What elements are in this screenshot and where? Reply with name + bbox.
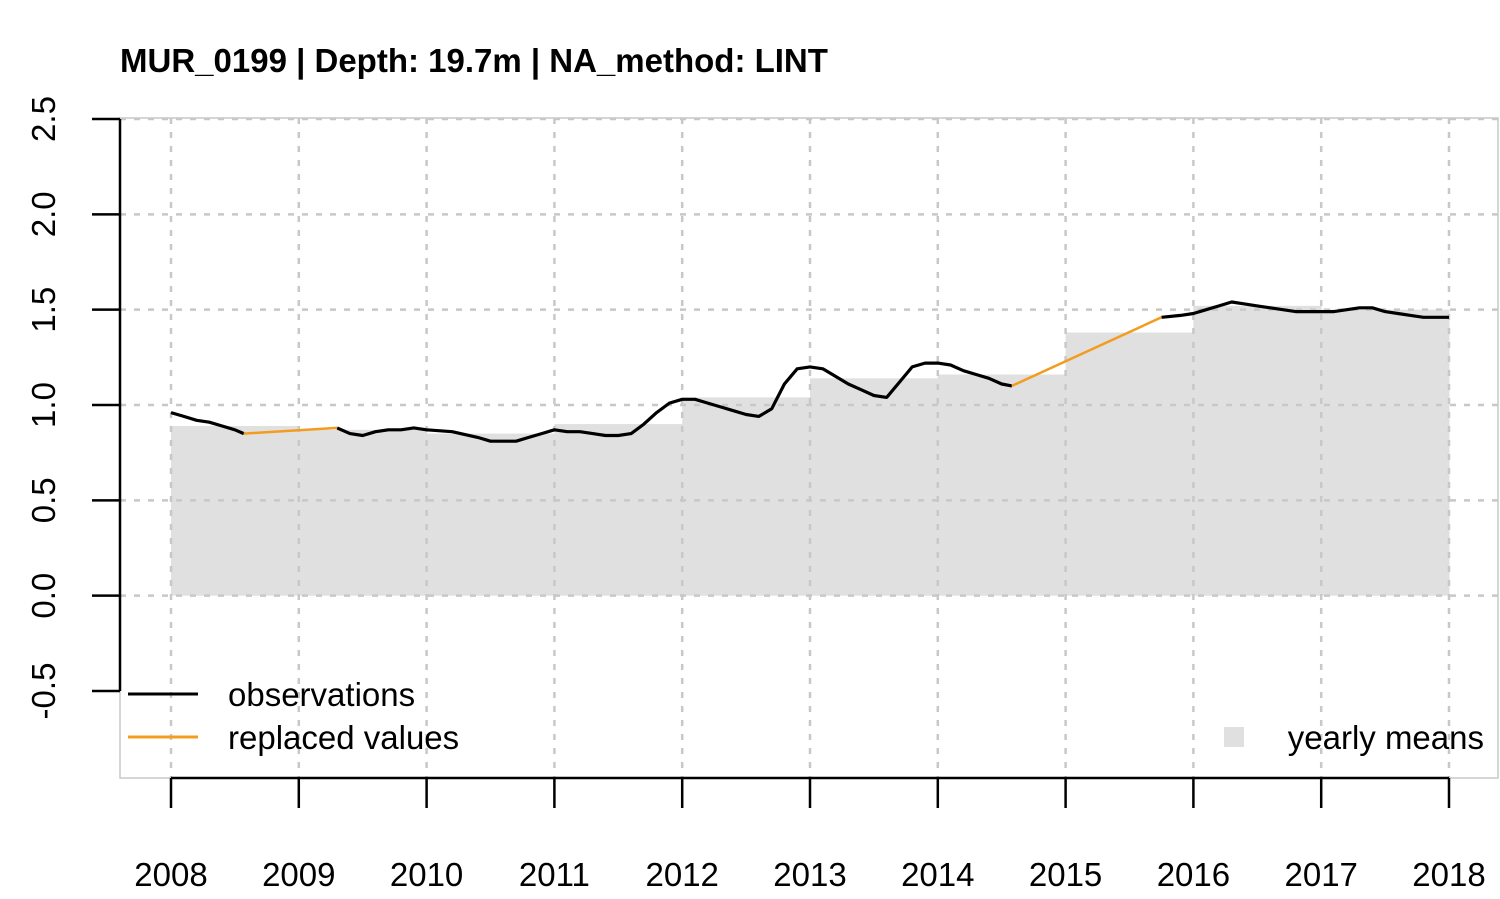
x-tick-label: 2011: [519, 856, 590, 893]
y-tick-label: 1.5: [25, 287, 62, 333]
series-lines: [170, 300, 1449, 443]
axes: -0.5 0.0 0.5 1.0 1.5 2.0 2.5 2008 2009 2010 2011 20…: [25, 96, 1499, 893]
yearly-mean-bar: [171, 425, 300, 596]
yearly-mean-bar: [1321, 309, 1450, 596]
yearly-mean-bar: [554, 424, 683, 596]
series-line: [1161, 300, 1449, 319]
x-tick-label: 2018: [1412, 856, 1485, 893]
y-tick-label: 0.0: [25, 573, 62, 619]
yearly-mean-bar: [937, 374, 1067, 596]
y-tick-label: 2.5: [25, 96, 62, 142]
x-tick-label: 2012: [645, 856, 718, 893]
series-line: [336, 361, 1013, 443]
chart-title: MUR_0199 | Depth: 19.7m | NA_method: LIN…: [120, 42, 828, 79]
x-tick-label: 2014: [901, 856, 974, 893]
legend-label-observations: observations: [228, 676, 415, 713]
legend: observations replaced values yearly means: [128, 676, 1484, 756]
legend-swatch-yearly-means: [1224, 727, 1244, 747]
legend-label-replaced: replaced values: [228, 719, 459, 756]
yearly-mean-bar: [426, 433, 555, 596]
series-line: [170, 411, 245, 436]
x-tick-label: 2010: [390, 856, 463, 893]
y-tick-label: -0.5: [25, 663, 62, 720]
yearly-mean-bar: [1065, 332, 1194, 596]
x-tick-label: 2009: [262, 856, 335, 893]
yearly-mean-bar: [298, 429, 428, 596]
x-tick-label: 2015: [1029, 856, 1102, 893]
x-tick-label: 2016: [1157, 856, 1230, 893]
yearly-mean-bar: [682, 397, 811, 596]
yearly-mean-bar: [810, 378, 939, 596]
y-tick-label: 1.0: [25, 382, 62, 428]
legend-label-yearly-means: yearly means: [1288, 719, 1484, 756]
x-tick-label: 2017: [1284, 856, 1357, 893]
x-tick-label: 2013: [773, 856, 846, 893]
y-tick-label: 2.0: [25, 191, 62, 237]
yearly-mean-bar: [1193, 305, 1322, 596]
x-tick-label: 2008: [134, 856, 207, 893]
yearly-mean-bars: [171, 305, 1450, 596]
series-line: [243, 426, 338, 435]
series-line: [1011, 316, 1163, 388]
grid-lines: [120, 117, 1498, 778]
y-tick-label: 0.5: [25, 477, 62, 523]
